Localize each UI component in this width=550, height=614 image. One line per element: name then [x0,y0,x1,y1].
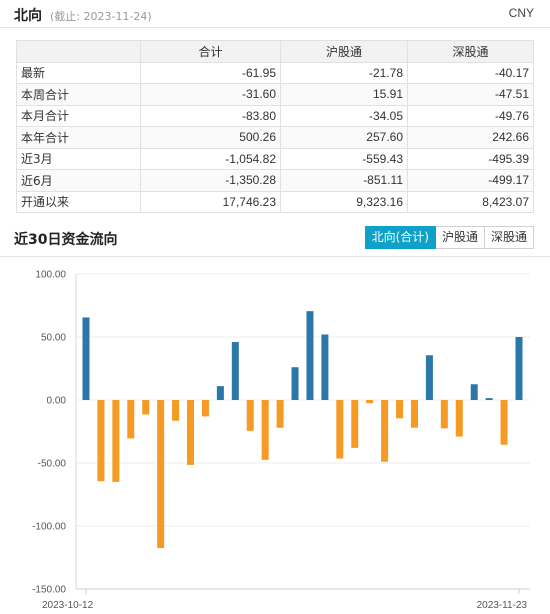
y-tick-label: -150.00 [32,585,66,596]
cell-shenzhen: 242.66 [407,126,534,149]
channel-tabs: 北向(合计) 沪股通 深股通 [364,226,534,249]
row-label: 本年合计 [16,126,141,149]
cell-shanghai: 257.60 [280,126,408,149]
column-header-shanghai: 沪股通 [280,40,408,63]
y-tick-label: -100.00 [32,522,66,533]
cell-total: 500.26 [140,126,281,149]
y-tick-label: -50.00 [38,459,67,470]
bar [142,400,150,415]
table-row: 本月合计 -83.80 -34.05 -49.76 [16,104,534,127]
bar [112,400,120,482]
row-label: 最新 [16,61,141,84]
header-bar: 北向 (截止: 2023-11-24) CNY [0,0,550,28]
bar [291,367,299,400]
column-header-shenzhen: 深股通 [407,40,534,63]
flow-chart-container: 100.00 50.00 0.00 -50.00 -100.00 -150.00 2023-… [0,256,550,614]
cell-shanghai: 15.91 [280,83,408,106]
bar [127,400,135,439]
bar [82,317,90,400]
cell-shenzhen: -49.76 [407,104,534,127]
x-start-label: 2023-10-12 [42,600,94,611]
cell-shanghai: -559.43 [280,147,408,170]
row-label: 近6月 [16,169,141,192]
cell-total: 17,746.23 [140,190,281,213]
bar [455,400,463,437]
bar [351,400,359,448]
cell-shanghai: 9,323.16 [280,190,408,213]
bar [425,355,433,400]
table-row: 最新 -61.95 -21.78 -40.17 [16,61,534,84]
currency-label: CNY [508,6,534,20]
bar [515,337,523,400]
cell-total: -61.95 [140,61,281,84]
table-row: 近6月 -1,350.28 -851.11 -499.17 [16,169,534,192]
column-header-label [16,40,141,63]
bar [366,400,374,404]
cell-shanghai: -851.11 [280,169,408,192]
bar [440,400,448,429]
y-tick-label: 0.00 [47,396,67,407]
panel-title: 北向 [14,8,42,24]
y-tick-label: 50.00 [41,333,66,344]
cell-shenzhen: -47.51 [407,83,534,106]
row-label: 开通以来 [16,190,141,213]
bar [172,400,180,421]
table-row: 本年合计 500.26 257.60 242.66 [16,126,534,149]
cell-shenzhen: -40.17 [407,61,534,84]
bar [381,400,389,462]
bar [500,400,508,445]
row-label: 本周合计 [16,83,141,106]
bar [201,400,209,417]
cell-shanghai: -34.05 [280,104,408,127]
row-label: 本月合计 [16,104,141,127]
tab-shenzhen-connect[interactable]: 深股通 [484,226,534,249]
column-header-total: 合计 [140,40,281,63]
bar [97,400,105,482]
x-end-label: 2023-11-23 [477,600,528,611]
bar [336,400,344,459]
cell-shenzhen: -495.39 [407,147,534,170]
bar [216,386,224,400]
bar [157,400,165,549]
cell-shenzhen: -499.17 [407,169,534,192]
cell-total: -83.80 [140,104,281,127]
bar [396,400,404,419]
flow-chart: 100.00 50.00 0.00 -50.00 -100.00 -150.00 2023-… [32,270,530,611]
bar [306,311,314,400]
tab-shanghai-connect[interactable]: 沪股通 [435,226,485,249]
tab-northbound-total[interactable]: 北向(合计) [364,226,436,249]
section-title: 近30日资金流向 [14,232,118,248]
bar [470,384,478,400]
cell-shanghai: -21.78 [280,61,408,84]
cell-total: -31.60 [140,83,281,106]
bar [246,400,254,431]
table-row: 开通以来 17,746.23 9,323.16 8,423.07 [16,190,534,213]
as-of-date: (截止: 2023-11-24) [50,10,152,23]
bar [276,400,284,428]
row-label: 近3月 [16,147,141,170]
bar [321,334,329,400]
bar [261,400,269,460]
table-header-row: 合计 沪股通 深股通 [16,40,534,63]
y-tick-label: 100.00 [35,270,66,281]
cell-shenzhen: 8,423.07 [407,190,534,213]
bar [410,400,418,428]
summary-table: 合计 沪股通 深股通 最新 -61.95 -21.78 -40.17 本周合计 … [16,40,534,213]
bar [231,342,239,400]
bar [485,398,493,400]
bar [187,400,195,465]
cell-total: -1,054.82 [140,147,281,170]
table-row: 本周合计 -31.60 15.91 -47.51 [16,83,534,106]
cell-total: -1,350.28 [140,169,281,192]
table-row: 近3月 -1,054.82 -559.43 -495.39 [16,147,534,170]
